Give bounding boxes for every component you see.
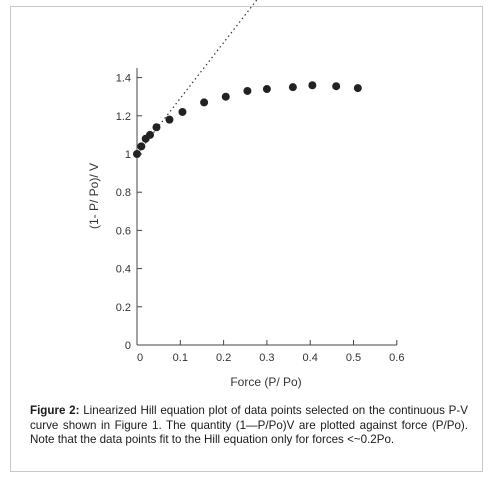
x-tick-label: 0 (137, 352, 143, 364)
x-tick-label: 0.6 (389, 352, 404, 364)
x-axis-title: Force (P/ Po) (230, 375, 301, 389)
figure-frame (10, 6, 483, 472)
fit-line-group (136, 0, 258, 155)
y-tick-label: 1 (125, 149, 131, 161)
caption-label: Figure 2: (30, 404, 80, 417)
x-tick-label: 0.5 (346, 352, 361, 364)
x-tick-label: 0.1 (173, 352, 188, 364)
x-tick-label: 0.4 (303, 352, 318, 364)
y-tick-label: 0 (125, 340, 131, 352)
y-tick-label: 0.2 (116, 302, 131, 314)
data-point (137, 142, 146, 151)
data-point (221, 92, 230, 101)
data-point (353, 84, 362, 93)
y-tick-label: 1.2 (116, 111, 131, 123)
data-points (133, 81, 362, 158)
data-point (152, 123, 161, 132)
hill-plot: 00.20.40.60.811.21.40 0.1 0.2 0.3 0.4 0.5 0.6 … (87, 0, 405, 389)
plot-axes (136, 68, 398, 346)
data-point (332, 82, 341, 91)
x-tick-label: 0.2 (216, 352, 231, 364)
figure-caption: Figure 2: Linearized Hill equation plot … (30, 404, 468, 448)
y-tick-label: 0.4 (116, 264, 131, 276)
data-point (165, 115, 174, 124)
data-point (133, 150, 141, 158)
data-point (288, 83, 297, 92)
data-point (178, 107, 187, 116)
data-point (243, 86, 252, 95)
fit-line (136, 0, 258, 155)
y-tick-label: 0.6 (116, 225, 131, 237)
data-point (200, 98, 209, 107)
y-tick-label: 1.4 (116, 73, 131, 85)
data-point (145, 130, 154, 139)
tick-labels: 0 0.2 0.4 0.6 0.8 1 1.2 1.4 0 0.1 0.2 0.3 0.4 0.5 0.6 (116, 73, 405, 364)
x-tick-label: 0.3 (259, 352, 274, 364)
caption-text: Linearized Hill equation plot of data po… (30, 404, 468, 447)
data-point (262, 85, 271, 94)
y-tick-label: 0.8 (116, 187, 131, 199)
y-axis-title: (1- P/ Po)/ V (87, 163, 101, 229)
data-point (308, 81, 317, 90)
